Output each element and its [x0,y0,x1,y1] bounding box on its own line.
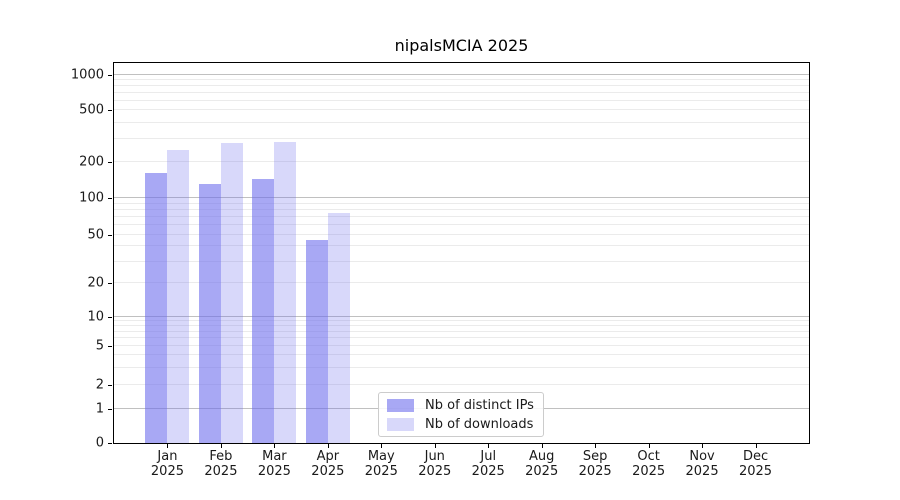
bar-downloads [274,141,297,443]
x-tick-label: Aug 2025 [525,449,559,479]
bar-distinct-ips [145,172,168,443]
legend-swatch [387,398,414,412]
x-tick-label: Feb 2025 [204,449,238,479]
gridline-minor [114,208,809,210]
gridline-major [114,316,809,317]
plot-area [113,62,810,444]
x-tick-mark [274,444,276,448]
gridline-minor [114,260,809,262]
gridline-minor [114,99,809,101]
y-tick-mark [108,282,112,284]
gridline-minor [114,202,809,204]
gridline-minor [114,366,809,368]
legend-label: Nb of distinct IPs [425,397,534,413]
x-tick-mark [327,444,329,448]
x-tick-mark [648,444,650,448]
y-tick-mark [108,74,112,76]
x-tick-mark [434,444,436,448]
y-tick-label: 10 [87,309,104,325]
gridline-minor [114,233,809,235]
y-tick-mark [108,110,112,112]
gridline-minor [114,92,809,94]
gridline-minor [114,109,809,111]
y-tick-label: 2 [95,377,104,393]
y-tick-label: 500 [79,102,104,118]
y-tick-label: 0 [95,435,104,451]
x-tick-mark [167,444,169,448]
x-tick-label: Nov 2025 [685,449,719,479]
gridline-minor [114,224,809,226]
gridline-major [114,73,809,75]
gridline-minor [114,320,809,322]
legend-label: Nb of downloads [425,416,534,432]
y-tick-mark [108,234,112,236]
gridline-minor [114,215,809,217]
y-tick-label: 200 [79,154,104,170]
legend-item: Nb of downloads [387,417,535,432]
x-tick-mark [381,444,383,448]
gridline-minor [114,344,809,346]
x-tick-label: Dec 2025 [738,449,773,479]
gridline-minor [114,160,809,162]
gridline-minor [114,79,809,81]
y-tick-label: 5 [95,338,104,354]
y-tick-label: 1 [95,401,104,417]
gridline-minor [114,137,809,139]
y-tick-mark [108,198,112,200]
legend-swatch [387,417,414,431]
gridline-minor [114,121,809,123]
y-tick-mark [108,345,112,347]
gridline-minor [114,330,809,332]
y-tick-label: 50 [87,227,104,243]
x-tick-label: Oct 2025 [632,449,666,479]
x-tick-label: Apr 2025 [311,449,345,479]
x-tick-label: May 2025 [364,449,398,479]
gridline-minor [114,337,809,339]
x-tick-label: Jul 2025 [471,449,505,479]
x-tick-mark [595,444,597,448]
y-tick-mark [108,443,112,444]
x-tick-label: Mar 2025 [257,449,291,479]
y-tick-mark [108,316,112,318]
x-tick-mark [755,444,757,448]
x-tick-label: Jun 2025 [418,449,452,479]
legend: Nb of distinct IPs Nb of downloads [378,392,544,437]
bar-distinct-ips [252,178,275,443]
gridline-minor [114,245,809,247]
x-tick-label: Sep 2025 [578,449,612,479]
x-tick-label: Jan 2025 [150,449,184,479]
gridline-minor [114,354,809,356]
bar-downloads [167,150,190,443]
y-tick-label: 100 [79,190,104,206]
y-tick-mark [108,384,112,386]
bar-downloads [327,213,350,443]
x-tick-mark [541,444,543,448]
y-tick-mark [108,161,112,163]
gridline-minor [114,383,809,385]
legend-item: Nb of distinct IPs [387,398,535,413]
y-tick-mark [108,408,112,410]
bar-downloads [220,142,243,443]
gridline-minor [114,325,809,327]
bar-distinct-ips [198,183,221,443]
gridline-minor [114,281,809,283]
y-tick-label: 20 [87,275,104,291]
x-tick-mark [488,444,490,448]
x-tick-mark [702,444,704,448]
gridline-minor [114,85,809,87]
chart-title: nipalsMCIA 2025 [394,36,529,55]
y-tick-label: 1000 [70,67,104,83]
gridline-major [114,197,809,199]
x-tick-mark [220,444,222,448]
bar-distinct-ips [305,240,328,443]
